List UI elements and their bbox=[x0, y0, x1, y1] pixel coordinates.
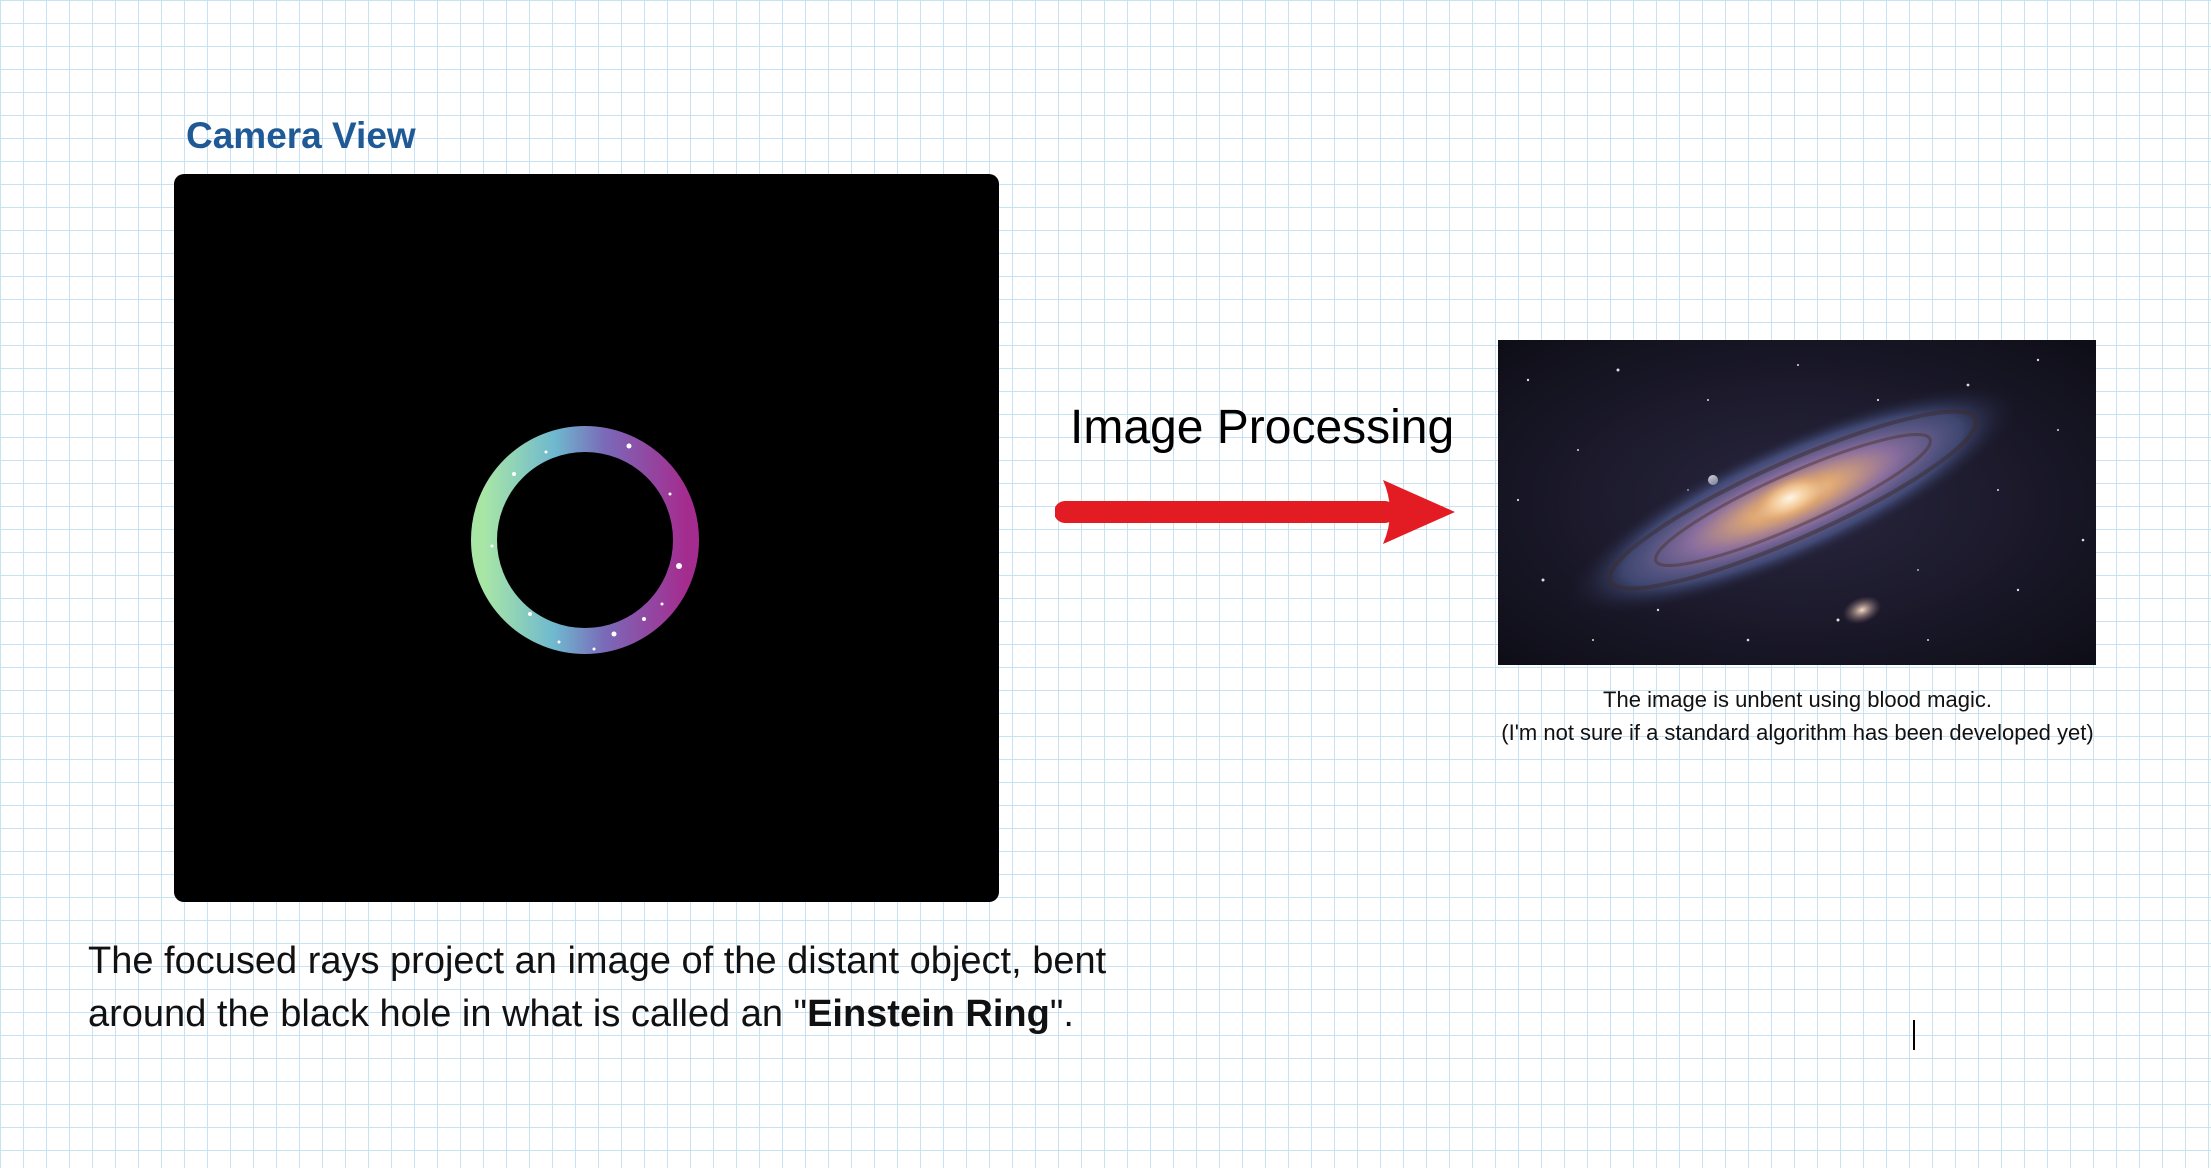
andromeda-galaxy-picture bbox=[1498, 340, 2096, 665]
einstein-ring-graphic bbox=[471, 426, 699, 654]
text-cursor bbox=[1913, 1020, 1915, 1050]
processing-arrow bbox=[1054, 472, 1460, 557]
explanation-text: The focused rays project an image of the… bbox=[88, 935, 1288, 1041]
arrow-right-icon bbox=[1054, 480, 1455, 544]
einstein-ring bbox=[471, 426, 699, 654]
image-processing-label: Image Processing bbox=[1070, 401, 1455, 454]
explanation-line-1: The focused rays project an image of the… bbox=[88, 940, 1107, 982]
galaxy-caption: The image is unbent using blood magic. (… bbox=[1440, 683, 2155, 749]
ring-sparkles bbox=[490, 443, 682, 651]
explanation-line-2-prefix: around the black hole in what is called … bbox=[88, 993, 808, 1035]
caption-line-2: (I'm not sure if a standard algorithm ha… bbox=[1501, 720, 2094, 745]
einstein-ring-term: Einstein Ring bbox=[807, 993, 1050, 1035]
explanation-line-2: around the black hole in what is called … bbox=[88, 988, 1288, 1041]
camera-view-title: Camera View bbox=[186, 115, 416, 156]
camera-view-panel bbox=[174, 174, 999, 902]
galaxy-image bbox=[1498, 340, 2096, 665]
explanation-line-2-suffix: ". bbox=[1049, 993, 1074, 1035]
caption-line-1: The image is unbent using blood magic. bbox=[1603, 687, 1992, 712]
